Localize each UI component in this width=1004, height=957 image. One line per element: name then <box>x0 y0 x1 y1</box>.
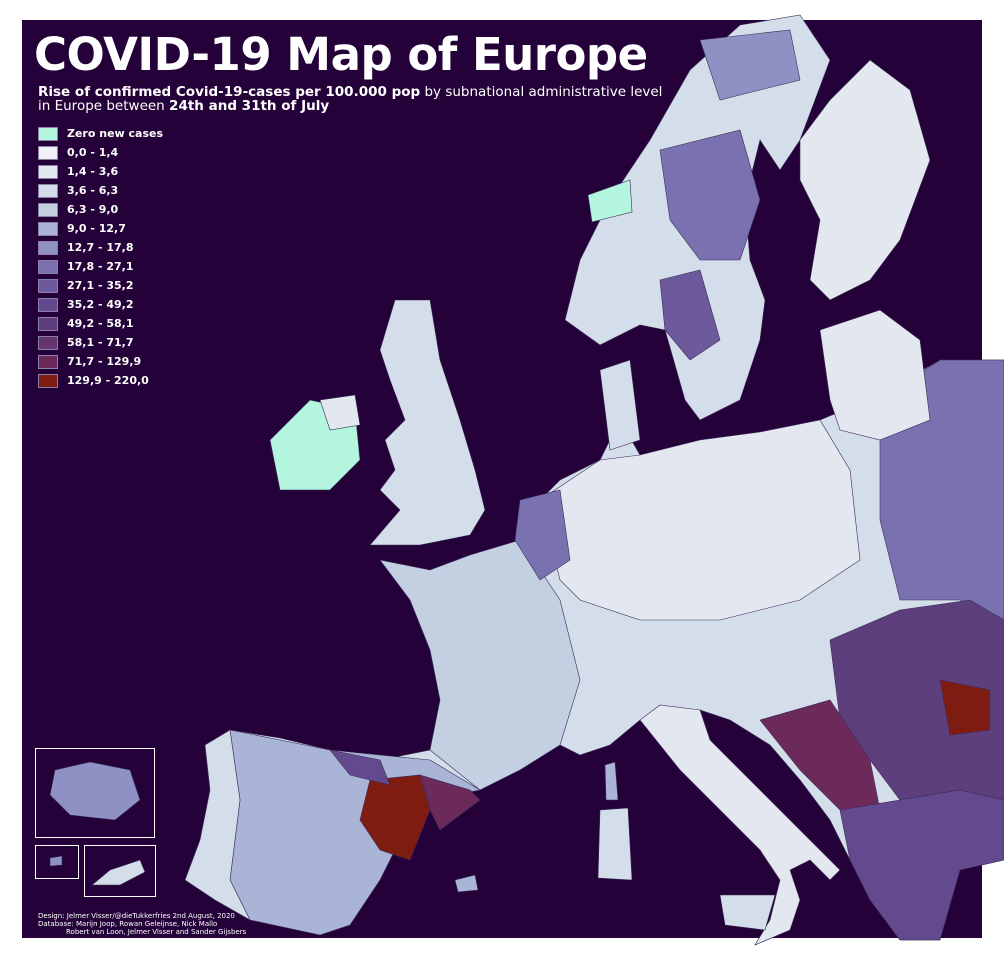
legend-item: Zero new cases <box>38 124 163 143</box>
legend-label: 58,1 - 71,7 <box>67 336 134 349</box>
region-mallorca <box>454 874 479 893</box>
region-northern-ireland <box>319 394 361 431</box>
legend-swatch <box>38 335 58 350</box>
region-cyprus <box>91 859 146 886</box>
legend-item: 0,0 - 1,4 <box>38 143 163 162</box>
legend-item: 129,9 - 220,0 <box>38 371 163 390</box>
legend-label: 129,9 - 220,0 <box>67 374 149 387</box>
region-finland <box>799 59 931 301</box>
region-sardinia <box>597 807 633 881</box>
inset-malta <box>35 845 79 879</box>
legend-item: 1,4 - 3,6 <box>38 162 163 181</box>
legend-swatch <box>38 278 58 293</box>
legend-label: 0,0 - 1,4 <box>67 146 119 159</box>
legend-swatch <box>38 202 58 217</box>
legend-item: 12,7 - 17,8 <box>38 238 163 257</box>
legend-item: 6,3 - 9,0 <box>38 200 163 219</box>
legend-item: 71,7 - 129,9 <box>38 352 163 371</box>
legend-label: 27,1 - 35,2 <box>67 279 134 292</box>
legend-item: 58,1 - 71,7 <box>38 333 163 352</box>
region-sweden-central <box>659 129 761 261</box>
region-iceland <box>49 761 141 821</box>
legend: Zero new cases 0,0 - 1,4 1,4 - 3,6 3,6 - 6,… <box>38 124 163 390</box>
region-denmark <box>599 359 641 451</box>
region-romania-south <box>939 679 991 736</box>
credit-database-cont: Robert van Loon, Jelmer Visser and Sande… <box>66 928 247 936</box>
subtitle-period: 24th and 31th of July <box>169 98 330 114</box>
subtitle-metric: Rise of confirmed Covid-19-cases per 100… <box>38 84 421 100</box>
inset-iceland <box>35 748 155 838</box>
legend-label: 71,7 - 129,9 <box>67 355 142 368</box>
legend-label: 49,2 - 58,1 <box>67 317 134 330</box>
legend-swatch <box>38 164 58 179</box>
legend-item: 17,8 - 27,1 <box>38 257 163 276</box>
region-lapland <box>699 29 801 101</box>
legend-swatch <box>38 373 58 388</box>
credit-design: Design: Jelmer Visser/@dieTukkerfries 2n… <box>38 912 235 920</box>
region-trondelag <box>587 179 633 223</box>
legend-item: 3,6 - 6,3 <box>38 181 163 200</box>
legend-label: Zero new cases <box>67 127 164 140</box>
legend-label: 35,2 - 49,2 <box>67 298 134 311</box>
legend-label: 3,6 - 6,3 <box>67 184 119 197</box>
region-baltics <box>819 309 931 441</box>
region-netherlands-belgium <box>514 489 571 581</box>
region-france <box>379 539 581 791</box>
legend-swatch <box>38 240 58 255</box>
legend-label: 17,8 - 27,1 <box>67 260 134 273</box>
legend-item: 9,0 - 12,7 <box>38 219 163 238</box>
region-malta <box>49 855 63 867</box>
legend-label: 6,3 - 9,0 <box>67 203 119 216</box>
legend-swatch <box>38 354 58 369</box>
subtitle-period-prefix: in Europe between <box>38 98 170 114</box>
subtitle-level: by subnational administrative level <box>420 84 663 100</box>
legend-item: 27,1 - 35,2 <box>38 276 163 295</box>
region-corsica <box>604 761 619 801</box>
legend-swatch <box>38 145 58 160</box>
legend-label: 9,0 - 12,7 <box>67 222 126 235</box>
legend-swatch <box>38 259 58 274</box>
legend-swatch <box>38 183 58 198</box>
map-subtitle: Rise of confirmed Covid-19-cases per 100… <box>38 85 662 113</box>
region-sweden-south <box>659 269 721 361</box>
region-sicily <box>719 894 776 931</box>
region-italy <box>639 704 841 946</box>
region-germany-poland <box>539 419 861 621</box>
legend-swatch <box>38 297 58 312</box>
region-balkans-south <box>839 789 1004 941</box>
legend-item: 35,2 - 49,2 <box>38 295 163 314</box>
legend-swatch <box>38 126 58 141</box>
credits: Design: Jelmer Visser/@dieTukkerfries 2n… <box>38 912 246 936</box>
region-great-britain <box>369 299 486 546</box>
legend-swatch <box>38 316 58 331</box>
region-catalonia <box>419 774 481 831</box>
region-navarre <box>329 749 391 786</box>
legend-item: 49,2 - 58,1 <box>38 314 163 333</box>
inset-cyprus <box>84 845 156 897</box>
region-portugal <box>184 729 251 921</box>
map-title: COVID-19 Map of Europe <box>34 28 648 81</box>
legend-swatch <box>38 221 58 236</box>
credit-database: Database: Marijn Joop, Rowan Geleijnse, … <box>38 920 218 928</box>
legend-label: 1,4 - 3,6 <box>67 165 119 178</box>
legend-label: 12,7 - 17,8 <box>67 241 134 254</box>
